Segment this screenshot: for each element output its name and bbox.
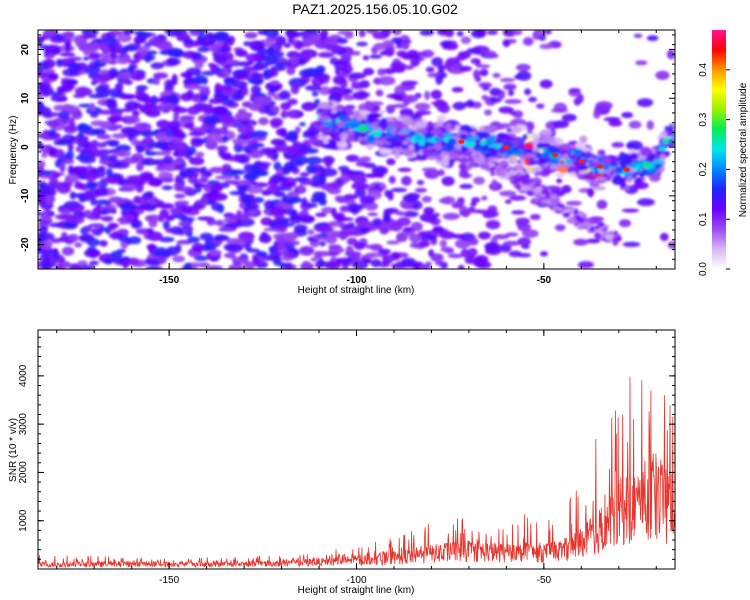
ridge-hotspot	[458, 139, 465, 144]
snr-x-axis-label: Height of straight line (km)	[298, 585, 415, 596]
snr-series-line	[38, 376, 675, 569]
y-tick-label: -10	[20, 188, 31, 203]
snr-plot: -150 -100 -50 1000 2000 3000 4000 Height of st…	[8, 329, 676, 596]
colorbar-label: Normalized spectral amplitude	[738, 82, 749, 217]
y-tick-label: 3000	[18, 413, 29, 436]
colorbar: 0.0 0.1 0.2 0.3 0.4 Normalized spectral ampl…	[698, 30, 749, 276]
y-tick-label: 0	[20, 144, 31, 150]
y-tick-label: 2000	[18, 461, 29, 484]
spectrogram-x-axis-label: Height of straight line (km)	[298, 285, 415, 296]
ridge-hotspot	[552, 152, 559, 157]
colorbar-tick-label: 0.3	[698, 112, 709, 126]
colorbar-tick-label: 0.0	[698, 262, 709, 276]
colorbar-gradient	[712, 30, 726, 269]
y-tick-label: 20	[20, 44, 31, 56]
x-tick-label: -100	[346, 575, 366, 586]
ridge-hotspot	[578, 159, 585, 164]
y-tick-label: 10	[20, 92, 31, 104]
x-tick-label: -150	[159, 275, 179, 286]
colorbar-ticks: 0.0 0.1 0.2 0.3 0.4	[698, 62, 730, 276]
ridge-hotspot	[503, 145, 510, 150]
page-title: PAZ1.2025.156.05.10.G02	[292, 1, 458, 17]
y-tick-label: -20	[20, 237, 31, 252]
colorbar-tick-label: 0.2	[698, 162, 709, 176]
ridge-hotspot	[597, 164, 604, 169]
colorbar-tick-label: 0.4	[698, 62, 709, 76]
snr-background	[38, 330, 675, 569]
y-tick-label: 1000	[18, 509, 29, 532]
ridge-hotspot	[623, 167, 630, 172]
y-tick-label: 4000	[18, 364, 29, 387]
snr-ticks: -150 -100 -50 1000 2000 3000 4000	[18, 330, 675, 586]
snr-y-axis-label: SNR (10 * v/v)	[8, 418, 19, 482]
spectrogram-heatmap	[38, 30, 675, 269]
x-tick-label: -150	[159, 575, 179, 586]
colorbar-tick-label: 0.1	[698, 212, 709, 226]
spectrogram-y-axis-label: Frequency (Hz)	[8, 116, 19, 185]
x-tick-label: -100	[346, 275, 366, 286]
x-tick-label: -50	[537, 575, 552, 586]
x-tick-label: -50	[537, 275, 552, 286]
